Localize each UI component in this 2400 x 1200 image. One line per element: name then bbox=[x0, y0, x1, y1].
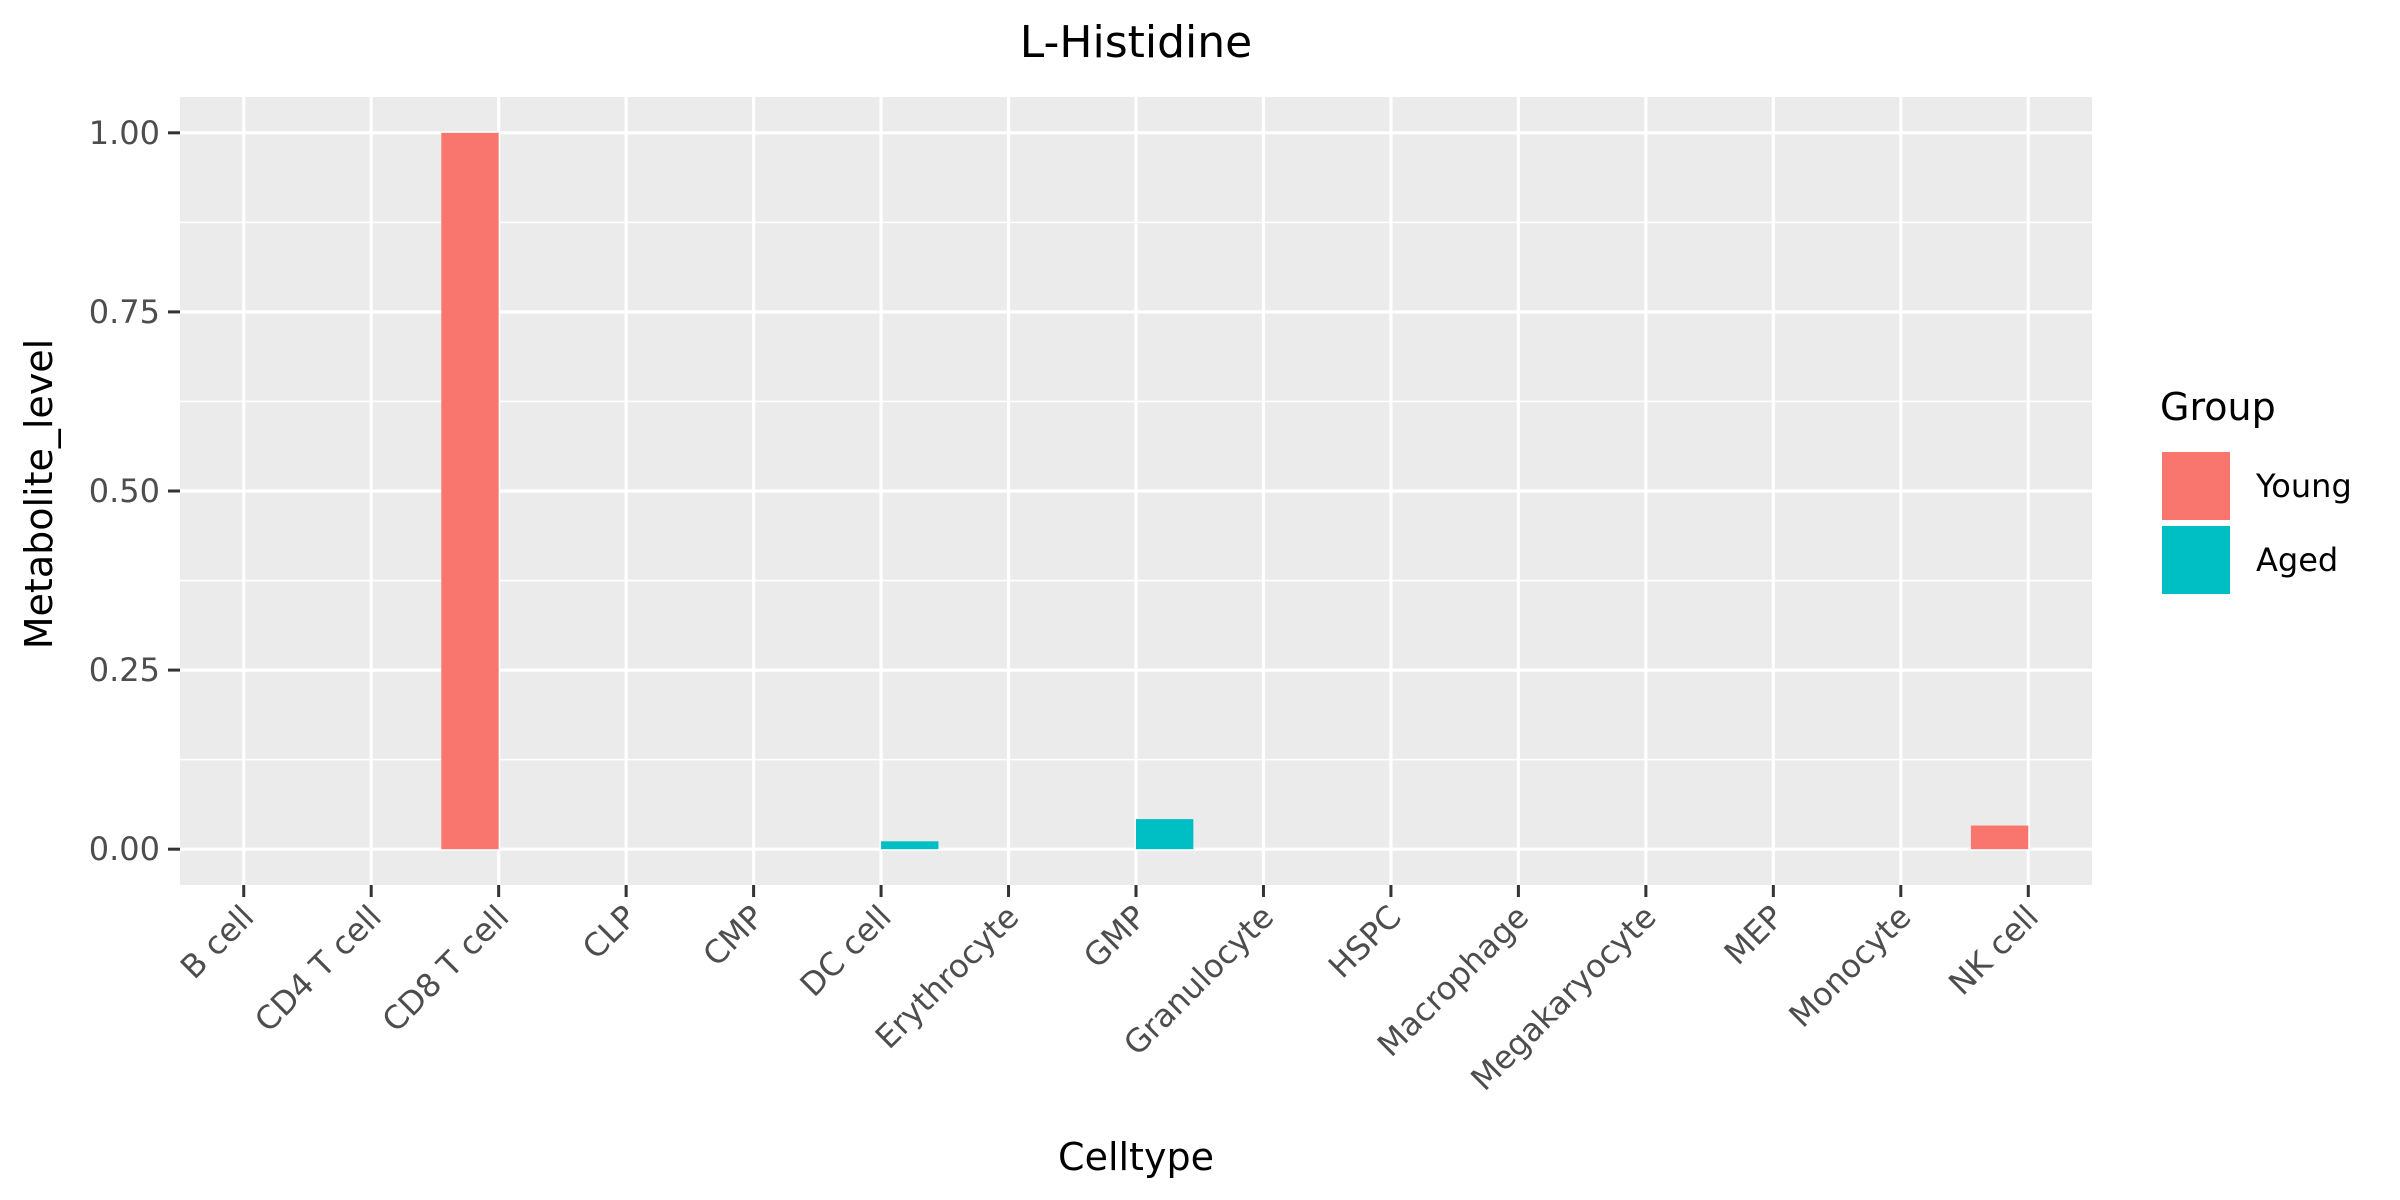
bar-aged-dc-cell bbox=[881, 841, 939, 850]
y-tick-label: 0.00 bbox=[89, 830, 160, 868]
bar-aged-gmp bbox=[1136, 819, 1194, 850]
legend-label-young: Young bbox=[2255, 467, 2352, 505]
bars bbox=[441, 132, 2029, 850]
y-axis-title: Metabolite_level bbox=[17, 339, 61, 649]
y-tick-label: 0.25 bbox=[89, 651, 160, 689]
legend-label-aged: Aged bbox=[2256, 541, 2338, 579]
legend-key-young bbox=[2162, 452, 2230, 520]
bar-young-nk-cell bbox=[1970, 825, 2029, 850]
legend-title: Group bbox=[2160, 385, 2276, 429]
y-tick-label: 0.75 bbox=[89, 293, 160, 331]
y-tick-label: 1.00 bbox=[89, 114, 160, 152]
legend-key-aged bbox=[2162, 526, 2230, 594]
y-tick-label: 0.50 bbox=[89, 472, 160, 510]
chart-title: L-Histidine bbox=[1020, 17, 1252, 68]
bar-young-cd8-t-cell bbox=[441, 132, 499, 850]
y-axis: 0.00 0.25 0.50 0.75 1.00 bbox=[89, 114, 180, 868]
legend: Group Young Aged bbox=[2160, 385, 2352, 594]
x-axis-title: Celltype bbox=[1058, 1135, 1214, 1179]
